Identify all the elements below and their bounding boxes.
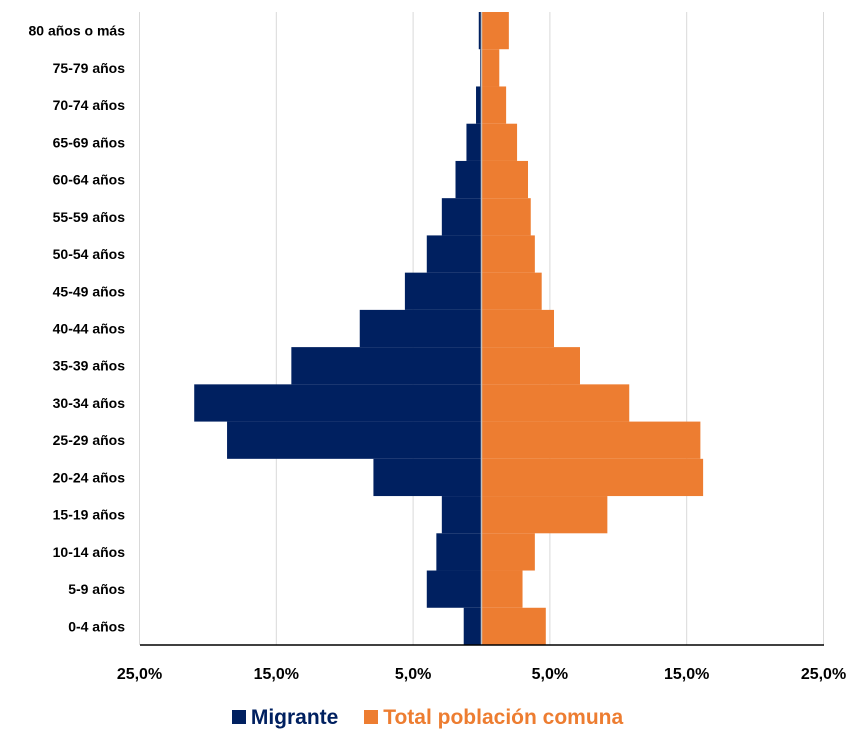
bar-total-6 [481,384,630,422]
bar-total-13 [481,123,518,161]
bar-migrante-8 [359,309,482,348]
category-label-11: 55-59 años [53,209,126,225]
bar-total-16 [481,12,509,50]
x-tick-label-3: 5,0% [532,666,568,683]
x-tick-label-2: 5,0% [395,666,431,683]
legend-item-total-poblacion: Total población comuna [364,706,623,730]
category-label-16: 80 años o más [29,23,126,39]
bar-migrante-0 [463,607,482,645]
category-label-14: 70-74 años [53,97,126,113]
bar-migrante-9 [404,272,482,310]
legend-swatch-total-poblacion [364,710,379,724]
bar-total-14 [481,86,507,124]
bar-total-11 [481,198,531,236]
bar-migrante-1 [426,570,482,608]
bar-total-15 [481,49,500,87]
bar-total-9 [481,272,542,310]
bar-total-2 [481,533,535,571]
category-label-3: 15-19 años [53,507,126,523]
x-tick-label-0: 25,0% [117,666,162,683]
category-label-9: 45-49 años [53,283,126,299]
category-label-2: 10-14 años [53,544,126,560]
category-labels: 0-4 años 5-9 años 10-14 años 15-19 años 20-2… [29,23,126,635]
category-label-15: 75-79 años [53,60,126,76]
bar-migrante-7 [291,347,482,385]
bars [194,12,704,645]
x-tick-label-4: 15,0% [664,666,709,683]
category-label-6: 30-34 años [53,395,126,411]
population-pyramid-chart: 0-4 años 5-9 años 10-14 años 15-19 años 20-2… [29,12,846,683]
legend-item-migrante: Migrante [231,706,339,730]
bar-total-0 [481,607,546,645]
bar-migrante-13 [466,123,482,161]
category-label-5: 25-29 años [53,432,126,448]
bar-migrante-5 [227,421,482,459]
category-label-0: 0-4 años [68,618,125,634]
x-tick-label-1: 15,0% [254,666,299,683]
bar-migrante-6 [194,384,482,422]
legend: Migrante Total población comuna [0,706,855,730]
bar-migrante-11 [441,198,482,236]
bar-migrante-3 [441,496,482,534]
bar-total-7 [481,347,580,385]
bar-migrante-14 [476,86,482,124]
legend-swatch-migrante [231,710,246,724]
category-label-10: 50-54 años [53,246,126,262]
category-label-8: 40-44 años [53,321,126,337]
bar-total-10 [481,235,535,273]
category-label-4: 20-24 años [53,469,126,485]
bar-migrante-2 [436,533,482,571]
category-label-12: 60-64 años [53,172,126,188]
x-tick-labels: 25,0% 15,0% 5,0% 5,0% 15,0% 25,0% [117,666,846,683]
bar-total-4 [481,458,704,497]
category-label-7: 35-39 años [53,358,126,374]
legend-label-migrante: Migrante [250,706,339,729]
bar-total-8 [481,309,555,348]
x-tick-label-5: 25,0% [801,666,846,683]
bar-migrante-16 [478,12,482,50]
bar-migrante-12 [455,160,482,199]
bar-migrante-10 [426,235,482,273]
legend-label-total-poblacion: Total población comuna [383,706,624,729]
bar-total-12 [481,160,529,199]
bar-migrante-4 [373,458,482,497]
bar-total-3 [481,496,608,534]
category-label-13: 65-69 años [53,134,126,150]
bar-total-5 [481,421,701,459]
bar-total-1 [481,570,523,608]
category-label-1: 5-9 años [68,581,125,597]
